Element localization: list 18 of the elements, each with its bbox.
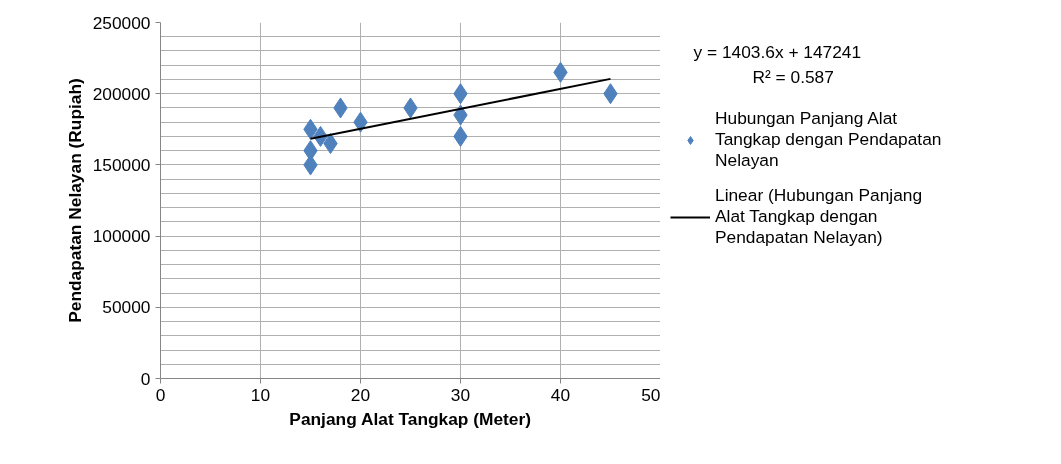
x-axis-title: Panjang Alat Tangkap (Meter) [289,408,532,429]
x-tick-label: 20 [350,384,371,405]
y-tick-label: 0 [140,368,151,389]
y-tick-label: 250000 [92,12,151,33]
y-axis-title: Pendapatan Nelayan (Rupiah) [64,78,85,323]
y-tick-label: 100000 [92,226,151,247]
text: R² = 0.587 [752,66,834,87]
legend-label: Hubungan Panjang Alat Tangkap dengan Pendapatan Nelayan [715,108,942,171]
x-tick-label: 0 [155,384,166,405]
y-tick-label: 200000 [92,83,151,104]
x-tick-label: 30 [450,384,471,405]
y-tick-label: 150000 [92,154,151,175]
x-tick-label: 10 [250,384,271,405]
legend-label: Linear (Hubungan Panjang Alat Tangkap dengan Pendapatan Nelayan) [715,185,923,248]
x-tick-label: 40 [550,384,571,405]
x-tick-label: 50 [641,384,661,405]
text: y = 1403.6x + 147241 [693,42,862,63]
y-tick-label: 50000 [102,297,151,318]
